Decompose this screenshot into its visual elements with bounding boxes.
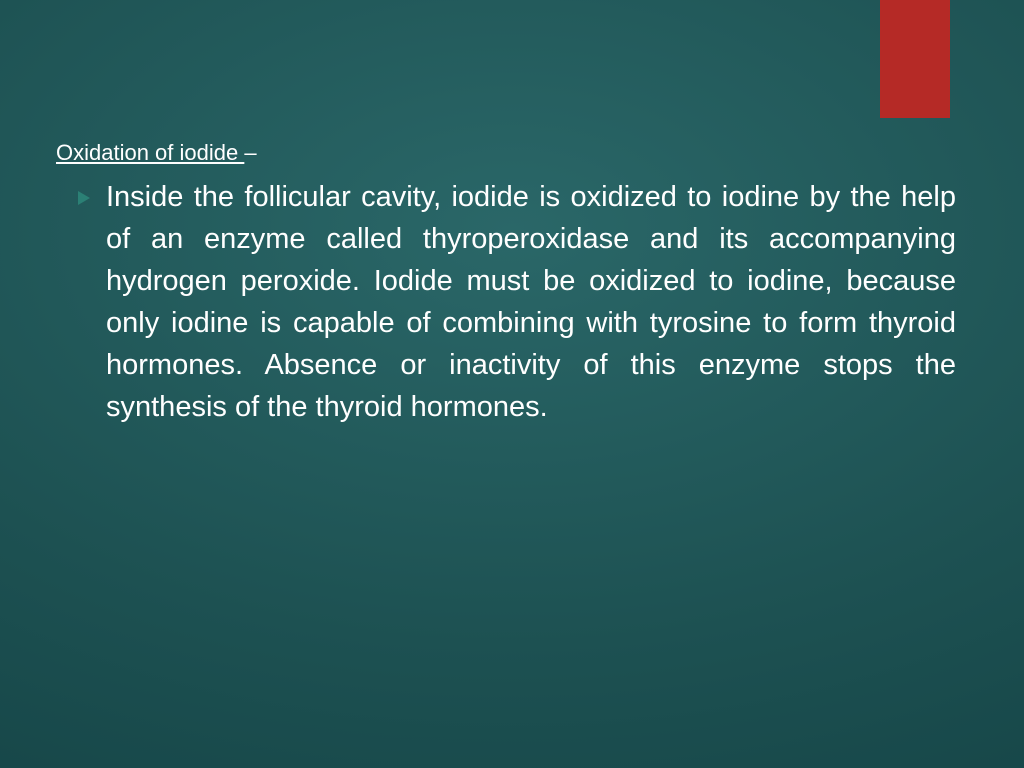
heading-underlined-text: Oxidation of iodide bbox=[56, 140, 244, 165]
triangle-bullet-icon bbox=[76, 190, 92, 206]
body-wrap: Inside the follicular cavity, iodide is … bbox=[76, 176, 956, 428]
body-paragraph: Inside the follicular cavity, iodide is … bbox=[106, 176, 956, 428]
slide-heading: Oxidation of iodide – bbox=[56, 140, 257, 166]
accent-ribbon bbox=[880, 0, 950, 118]
heading-trailing-text: – bbox=[244, 140, 256, 165]
slide: Oxidation of iodide – Inside the follicu… bbox=[0, 0, 1024, 768]
